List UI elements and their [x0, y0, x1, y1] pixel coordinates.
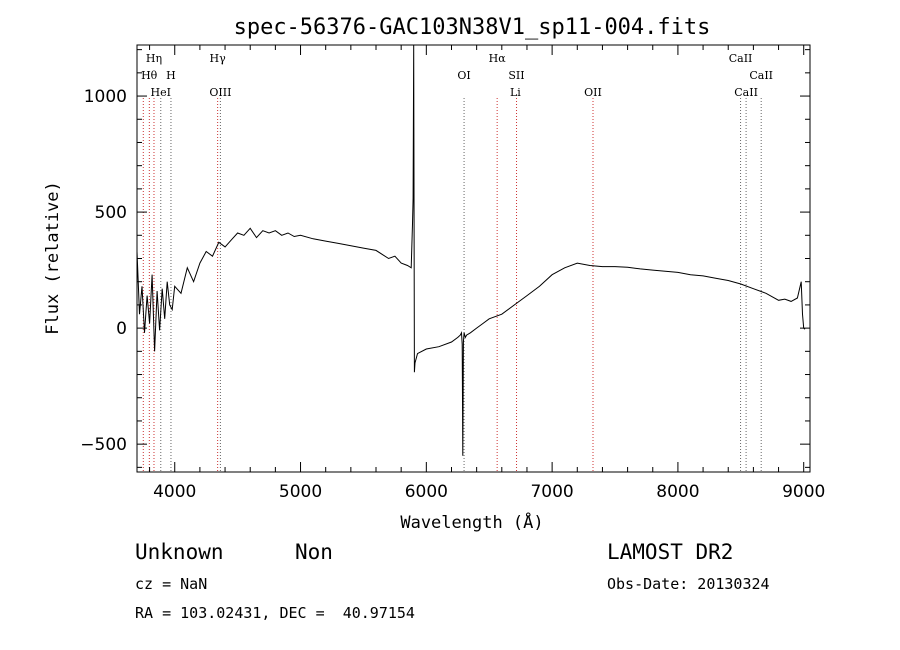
spectral-line-markers [142, 98, 762, 472]
flux-series [136, 44, 806, 456]
coordinates-text: RA = 103.02431, DEC = 40.97154 [135, 604, 415, 622]
x-tick-label: 8000 [656, 482, 699, 502]
x-tick-label: 4000 [153, 482, 196, 502]
y-tick-label: 1000 [84, 87, 127, 107]
line-label: Hγ [210, 52, 227, 65]
line-label: H [166, 69, 176, 82]
line-label: SII [508, 69, 524, 82]
plot-frame [136, 44, 811, 473]
redshift-text: cz = NaN [135, 575, 208, 593]
survey-name: LAMOST DR2 [607, 540, 734, 564]
y-tick-label: 500 [95, 203, 127, 223]
line-label: OIII [209, 86, 231, 99]
chart-title: spec-56376-GAC103N38V1_sp11-004.fits [234, 15, 711, 40]
line-label: CaII [734, 86, 758, 99]
x-tick-label: 7000 [530, 482, 573, 502]
line-label: CaII [749, 69, 773, 82]
flux-line [136, 44, 806, 456]
line-label: Hθ [141, 69, 158, 82]
line-label: Li [510, 86, 521, 99]
line-label: CaII [729, 52, 753, 65]
x-axis-label: Wavelength (Å) [400, 511, 543, 533]
x-tick-label: 5000 [279, 482, 322, 502]
x-tick-label: 9000 [782, 482, 825, 502]
y-tick-label: −500 [80, 435, 127, 455]
y-axis-label: Flux (relative) [43, 181, 63, 335]
object-subclass: Non [295, 540, 333, 564]
line-label: OI [457, 69, 470, 82]
x-tick-label: 6000 [405, 482, 448, 502]
y-tick-label: 0 [116, 319, 127, 339]
line-label: Hα [489, 52, 507, 65]
y-axis-ticks: −500 0 500 1000 [80, 49, 810, 468]
x-axis-ticks: 4000 5000 6000 7000 8000 9000 [149, 45, 825, 502]
line-label: OII [584, 86, 602, 99]
object-class: Unknown [135, 540, 224, 564]
line-label: HeI [151, 86, 171, 99]
line-label: Hη [146, 52, 162, 65]
obs-date: Obs-Date: 20130324 [607, 575, 770, 593]
